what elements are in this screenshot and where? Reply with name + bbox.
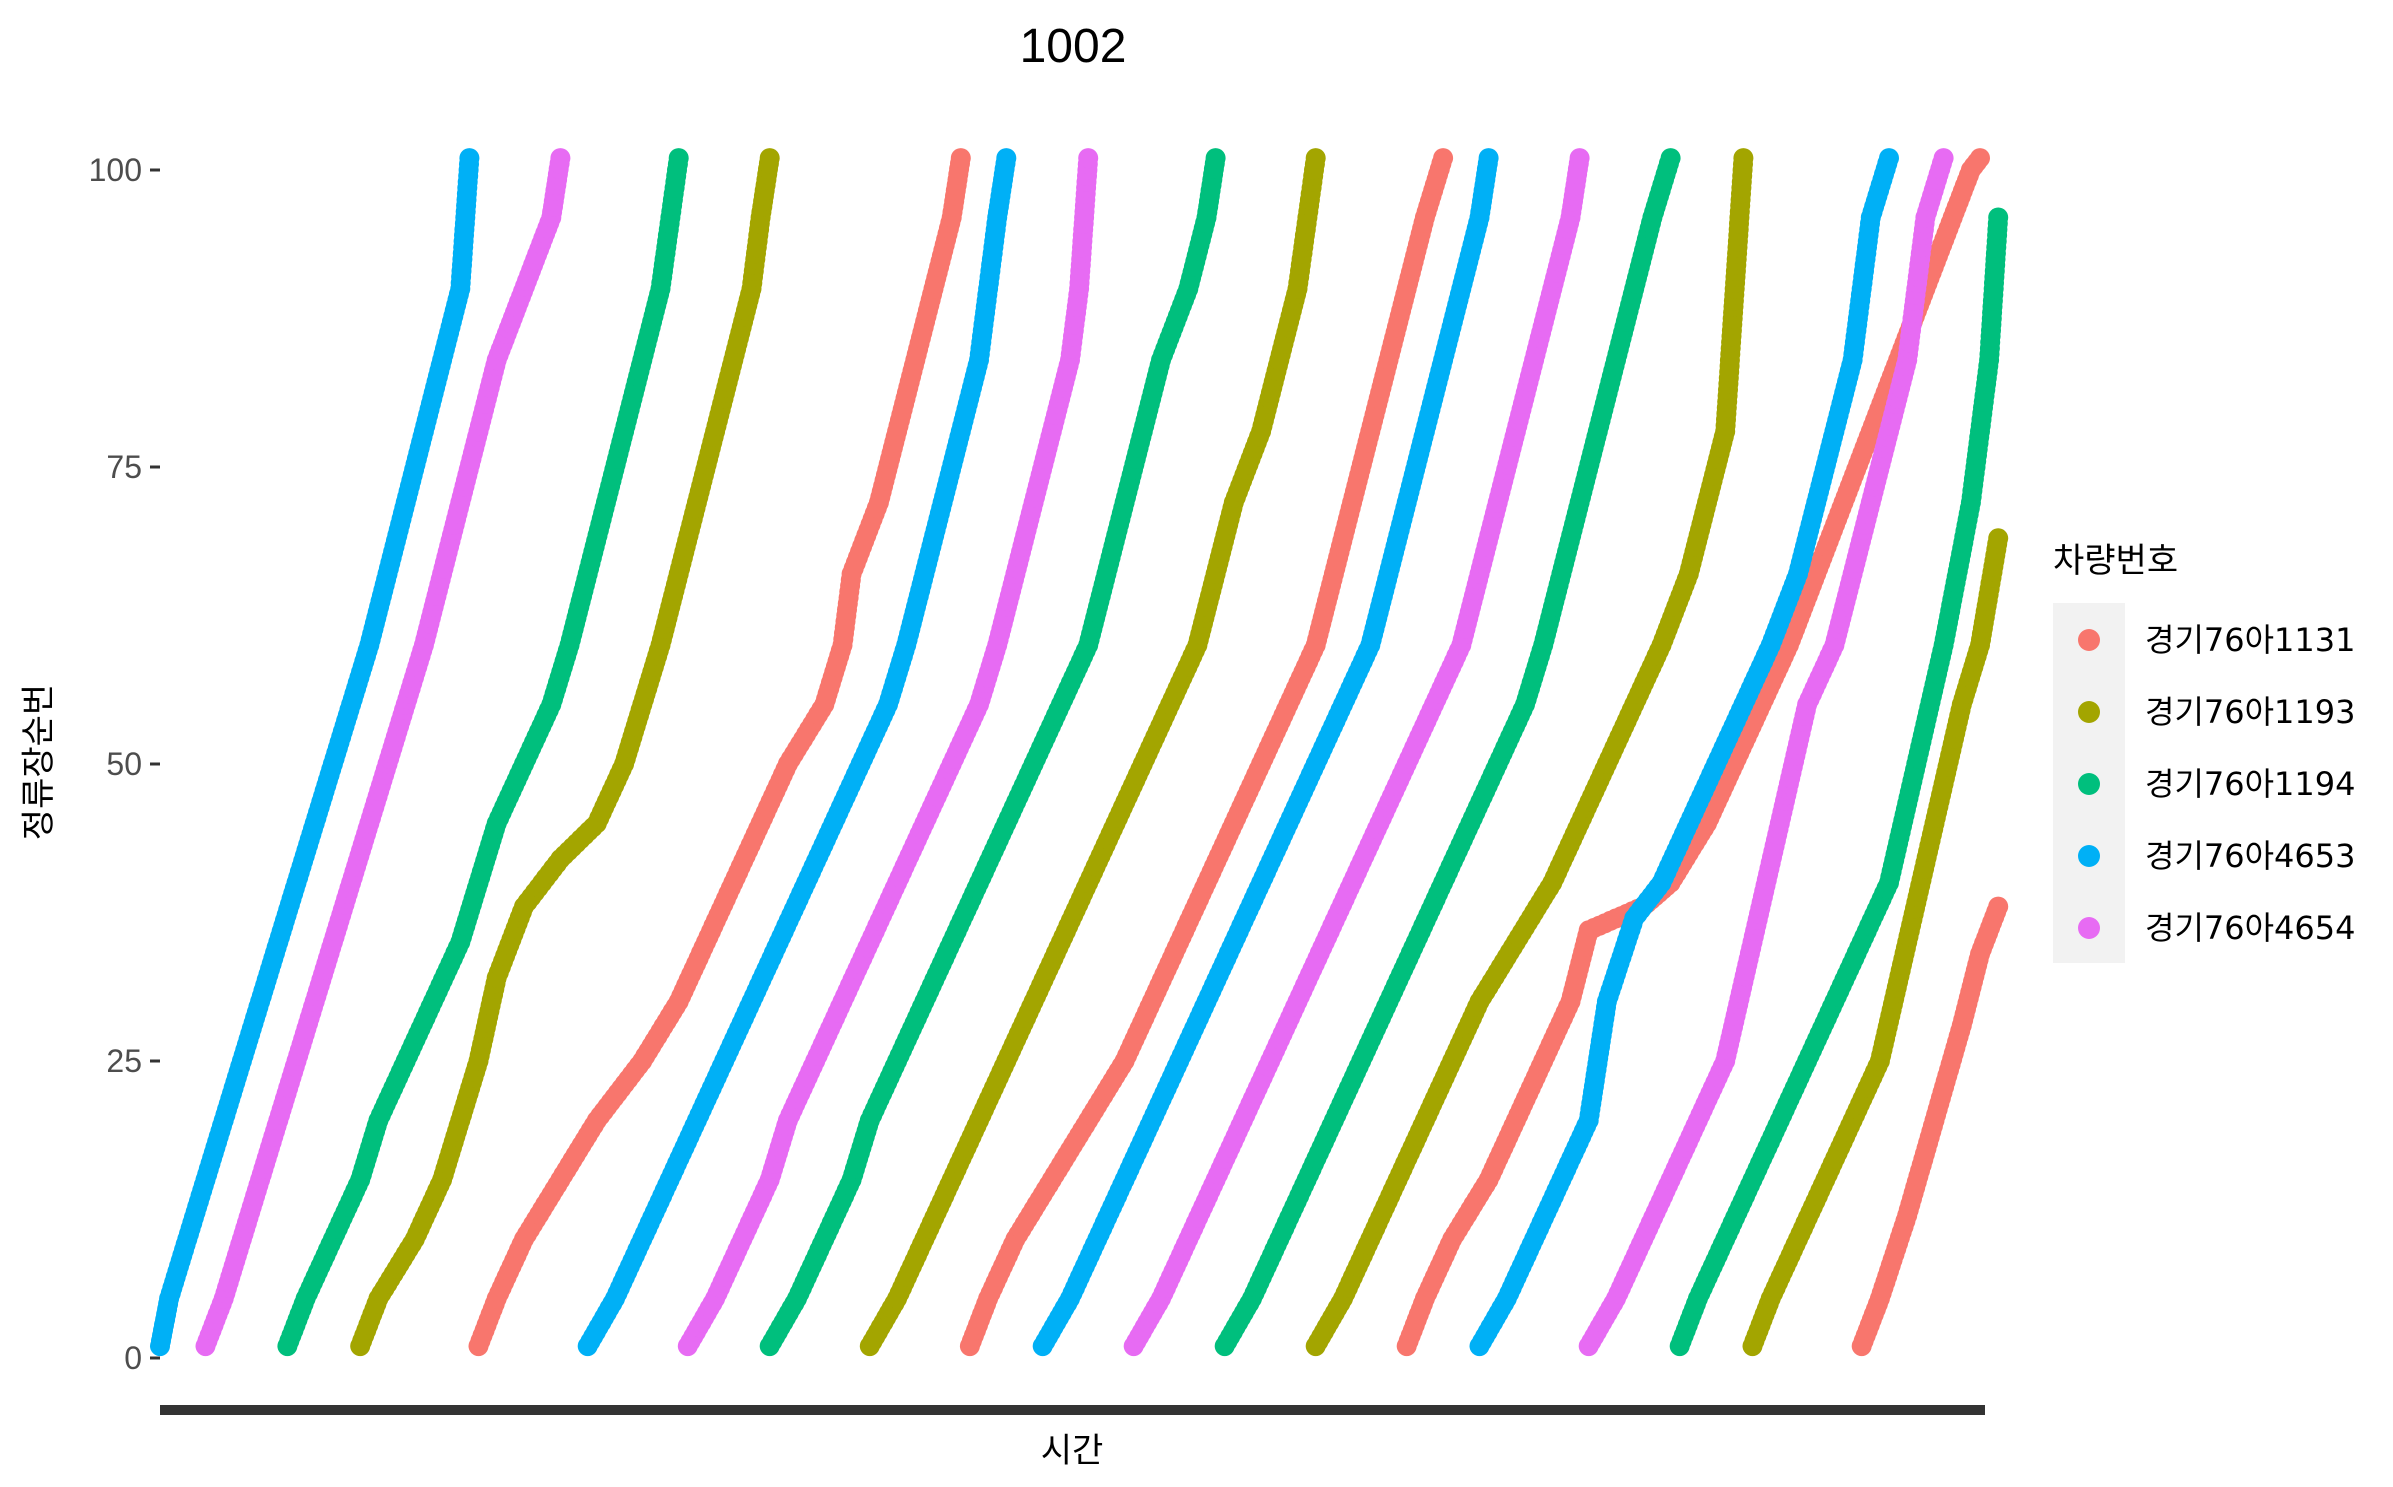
data-point — [550, 148, 571, 169]
data-point — [1879, 148, 1899, 169]
data-point — [1478, 148, 1499, 169]
legend-key — [2078, 629, 2100, 651]
trip — [1214, 148, 1681, 1357]
data-point — [1433, 148, 1454, 169]
trip — [759, 148, 1226, 1357]
y-tick-label: 0 — [124, 1340, 142, 1376]
legend-key — [2078, 917, 2100, 939]
y-tick-label: 50 — [106, 746, 142, 782]
legend-label: 경기76아4653 — [2145, 837, 2355, 875]
legend-label: 경기76아1193 — [2145, 693, 2355, 731]
plot-area — [150, 148, 2009, 1357]
data-point — [1988, 207, 2009, 228]
data-point — [759, 148, 780, 169]
series-2 — [277, 148, 2009, 1357]
trip — [577, 148, 1017, 1357]
data-point — [1733, 148, 1754, 169]
trip — [1669, 207, 2009, 1357]
data-point — [1660, 148, 1681, 169]
trip — [468, 148, 971, 1357]
chart-title: 1002 — [1020, 20, 1127, 73]
trip — [1032, 148, 1499, 1357]
data-point — [1933, 148, 1954, 169]
data-point — [950, 148, 971, 169]
data-point — [1988, 896, 2009, 917]
trip — [1742, 528, 2009, 1357]
data-point — [1305, 148, 1326, 169]
data-point — [1205, 148, 1226, 169]
trip — [859, 148, 1326, 1357]
trip — [1851, 896, 2009, 1357]
data-point — [1970, 148, 1990, 169]
trip — [150, 148, 480, 1357]
trip — [1305, 148, 1754, 1357]
y-tick-label: 100 — [89, 152, 142, 188]
y-axis-title: 정류장순번 — [19, 684, 59, 840]
legend-label: 경기76아4654 — [2145, 909, 2355, 947]
data-point — [668, 148, 689, 169]
trip — [959, 148, 1454, 1357]
series-0 — [468, 148, 2009, 1357]
y-tick-label: 75 — [106, 449, 142, 485]
data-point — [459, 148, 480, 169]
data-point — [996, 148, 1017, 169]
trip — [350, 148, 780, 1357]
trip — [277, 148, 689, 1357]
data-point — [1988, 528, 2009, 549]
series-3 — [150, 148, 1899, 1357]
legend-key — [2078, 773, 2100, 795]
legend-label: 경기76아1131 — [2145, 621, 2355, 659]
y-tick-label: 25 — [106, 1043, 142, 1079]
legend-title: 차량번호 — [2053, 541, 2178, 581]
data-point — [1078, 148, 1099, 169]
legend-label: 경기76아1194 — [2145, 765, 2355, 803]
legend-key — [2078, 701, 2100, 723]
legend-key — [2078, 845, 2100, 867]
data-point — [1569, 148, 1590, 169]
series-1 — [350, 148, 2009, 1357]
x-axis-title: 시간 — [1041, 1431, 1104, 1471]
